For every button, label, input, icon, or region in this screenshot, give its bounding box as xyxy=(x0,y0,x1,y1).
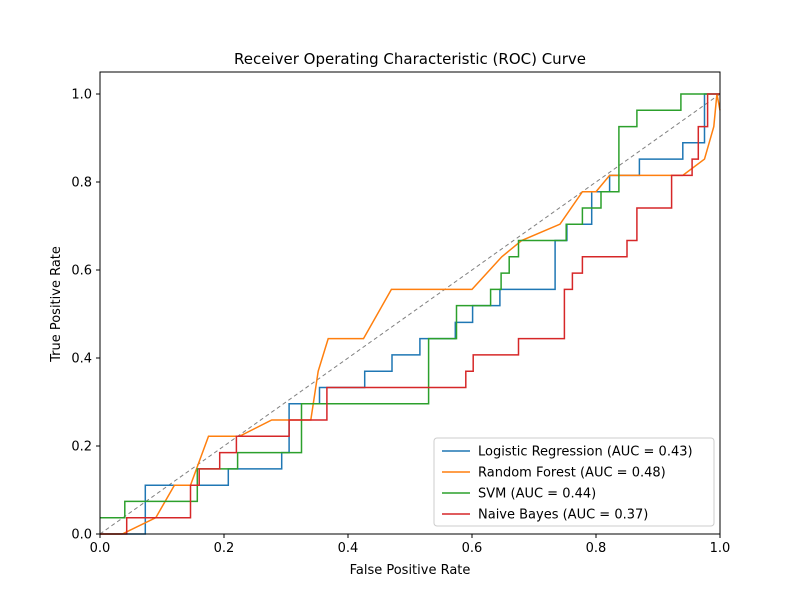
y-tick-label: 1.0 xyxy=(71,88,92,103)
series-line-naive-bayes xyxy=(100,93,720,535)
x-tick-label: 0.8 xyxy=(586,541,607,556)
x-tick-label: 0.2 xyxy=(214,541,235,556)
y-axis-label: True Positive Rate xyxy=(49,246,64,363)
y-tick-label: 0.4 xyxy=(71,352,92,367)
legend-box xyxy=(433,437,715,527)
x-tick-label: 0.6 xyxy=(462,541,483,556)
x-tick-label: 0.0 xyxy=(90,541,111,556)
y-tick-label: 0.2 xyxy=(71,440,92,455)
series-line-svm xyxy=(100,93,720,519)
x-tick-label: 1.0 xyxy=(710,541,731,556)
x-tick-label: 0.4 xyxy=(338,541,359,556)
legend-label-random-forest: Random Forest (AUC = 0.48) xyxy=(478,466,666,481)
chance-diagonal-line xyxy=(99,93,721,535)
x-axis-label: False Positive Rate xyxy=(350,563,471,578)
y-tick-label: 0.8 xyxy=(71,176,92,191)
y-tick-label: 0.6 xyxy=(71,264,92,279)
chart-title: Receiver Operating Characteristic (ROC) … xyxy=(234,50,586,68)
legend-label-naive-bayes: Naive Bayes (AUC = 0.37) xyxy=(478,508,648,523)
axes-frame xyxy=(99,71,721,535)
legend: Logistic Regression (AUC = 0.43) Random F… xyxy=(433,437,715,527)
plot-area: 0.0 0.2 0.4 0.6 0.8 1.0 0.0 0.2 0.4 0.6 0.8 1.0 xyxy=(71,71,731,556)
y-tick-label: 0.0 xyxy=(71,528,92,543)
legend-label-logistic-regression: Logistic Regression (AUC = 0.43) xyxy=(478,445,693,460)
legend-label-svm: SVM (AUC = 0.44) xyxy=(478,487,596,502)
series-line-random-forest xyxy=(100,93,721,535)
